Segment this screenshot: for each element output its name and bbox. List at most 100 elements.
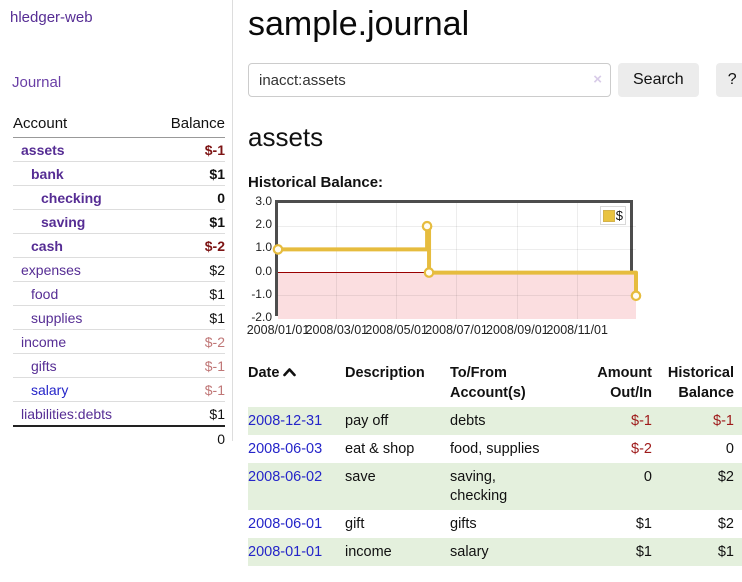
transaction-date-link[interactable]: 2008-06-01 (248, 516, 323, 532)
account-row: income $-2 (13, 330, 225, 354)
chart-gridline (516, 203, 518, 319)
transaction-historical-cell: $2 (717, 516, 734, 532)
register-row: 2008-06-02 save saving, checking 0 $2 (248, 463, 742, 510)
app-brand-link[interactable]: hledger-web (10, 9, 93, 26)
accounts-total-row: 0 (13, 425, 225, 451)
search-button[interactable]: Search (618, 63, 699, 97)
legend-swatch-icon (602, 209, 615, 222)
chart-gridline (456, 203, 457, 319)
balance-step-line (278, 224, 638, 296)
account-row: gifts $-1 (13, 354, 225, 378)
transaction-date-cell: 2008-06-02 (248, 463, 345, 510)
account-link[interactable]: assets (21, 141, 65, 158)
transaction-description-cell: save (345, 469, 376, 485)
account-balance: 0 (217, 189, 225, 206)
account-title: assets (248, 122, 324, 152)
column-header-date[interactable]: Date (248, 361, 345, 407)
chart-gridline (576, 203, 578, 319)
help-button[interactable]: ? (715, 63, 742, 97)
account-balance: $-1 (204, 141, 225, 158)
account-link[interactable]: checking (41, 189, 102, 206)
accounts-table: Account Balance assets $-1 bank $1 checking 0… (13, 112, 225, 451)
sort-asc-icon (283, 363, 297, 383)
column-header-description[interactable]: Description (345, 365, 425, 381)
clear-search-icon[interactable]: × (593, 71, 602, 88)
account-link[interactable]: income (21, 333, 67, 350)
y-axis-tick-label: 3.0 (255, 194, 272, 208)
transaction-description-cell: income (345, 544, 392, 560)
transaction-date-link[interactable]: 2008-12-31 (248, 413, 323, 429)
x-axis-tick-label: 2008/03/01 (305, 323, 369, 337)
main-content: sample.journal × Search ? assets Histori… (247, 0, 742, 566)
transaction-amount-cell: $-2 (631, 441, 652, 457)
account-balance: $-2 (204, 237, 225, 254)
chart-gridline (396, 203, 398, 319)
account-link[interactable]: cash (31, 237, 63, 254)
transaction-date-link[interactable]: 2008-06-02 (248, 469, 323, 485)
data-point-marker[interactable] (423, 267, 435, 278)
transaction-date-link[interactable]: 2008-06-03 (248, 441, 323, 457)
page-title: sample.journal (248, 5, 470, 43)
account-link[interactable]: food (31, 285, 59, 302)
column-header-historical[interactable]: Historical Balance (667, 365, 734, 401)
x-axis-tick-label: 2008/11/01 (546, 323, 608, 337)
x-axis-tick-label: 2008/07/01 (425, 323, 488, 337)
data-point-marker[interactable] (421, 220, 433, 232)
accounts-total-value: 0 (217, 431, 225, 447)
search-input[interactable] (248, 63, 611, 97)
accounts-table-header: Account Balance (13, 112, 225, 138)
y-axis-tick-label: 1.0 (255, 240, 272, 255)
transaction-historical-cell: $-1 (713, 413, 734, 429)
account-link[interactable]: expenses (21, 261, 81, 278)
account-row: food $1 (13, 282, 225, 306)
transaction-description-cell: eat & shop (345, 441, 415, 457)
chart-plot-area: $ (272, 200, 642, 319)
register-row: 2008-06-01 gift gifts $1 $2 (248, 510, 742, 538)
account-row: checking 0 (13, 186, 225, 210)
data-point-marker[interactable] (630, 290, 642, 302)
account-link[interactable]: gifts (31, 357, 57, 374)
account-link[interactable]: supplies (31, 309, 83, 326)
negative-region (278, 272, 636, 319)
chart-gridline (278, 248, 636, 250)
column-header-amount[interactable]: Amount Out/In (597, 365, 652, 401)
chart-gridline (278, 295, 636, 297)
data-point-marker[interactable] (272, 244, 284, 255)
account-balance: $1 (209, 165, 225, 182)
register-row: 2008-06-03 eat & shop food, supplies $-2 0 (248, 435, 742, 463)
y-axis-tick-label: -2.0 (251, 310, 272, 324)
account-row: assets $-1 (13, 138, 225, 162)
account-balance: $-1 (204, 357, 225, 374)
register-row: 2008-12-31 pay off debts $-1 $-1 (248, 407, 742, 435)
chart-gridline (278, 225, 636, 227)
register-header-row: Date Description To/From Account(s) Amou… (248, 361, 742, 407)
transaction-date-cell: 2008-01-01 (248, 538, 345, 566)
historical-balance-chart: 3.0 2.0 1.0 0.0 -1.0 -2.0 $ 2008/01/01 2008/03… (247, 194, 742, 340)
chart-line-layer (272, 220, 642, 302)
column-header-tofrom[interactable]: To/From Account(s) (450, 365, 526, 401)
transaction-amount-cell: $-1 (631, 413, 652, 429)
account-balance: $1 (209, 405, 225, 422)
register-row: 2008-01-01 income salary $1 $1 (248, 538, 742, 566)
account-balance: $1 (209, 309, 225, 326)
transaction-amount-cell: 0 (643, 469, 652, 485)
y-axis-tick-label: 0.0 (255, 263, 272, 278)
account-link[interactable]: saving (41, 213, 86, 230)
transaction-historical-cell: $1 (717, 544, 734, 560)
search-input-wrap: × (248, 63, 611, 97)
account-balance: $-1 (204, 381, 225, 398)
account-link[interactable]: bank (31, 165, 64, 182)
transaction-description-cell: gift (345, 516, 365, 532)
account-link[interactable]: liabilities:debts (21, 405, 113, 422)
transaction-date-link[interactable]: 2008-01-01 (248, 544, 323, 560)
column-header-date-label: Date (248, 365, 280, 381)
transaction-date-cell: 2008-06-01 (248, 510, 345, 538)
account-balance: $-2 (204, 333, 225, 350)
transaction-amount-cell: $1 (635, 544, 652, 560)
account-row: salary $-1 (13, 378, 225, 402)
x-axis-tick-label: 2008/05/01 (365, 323, 428, 337)
transaction-date-cell: 2008-06-03 (248, 435, 345, 463)
sidebar-item-journal[interactable]: Journal (12, 74, 62, 91)
search-row: × Search ? (248, 63, 742, 97)
account-link[interactable]: salary (31, 381, 69, 398)
